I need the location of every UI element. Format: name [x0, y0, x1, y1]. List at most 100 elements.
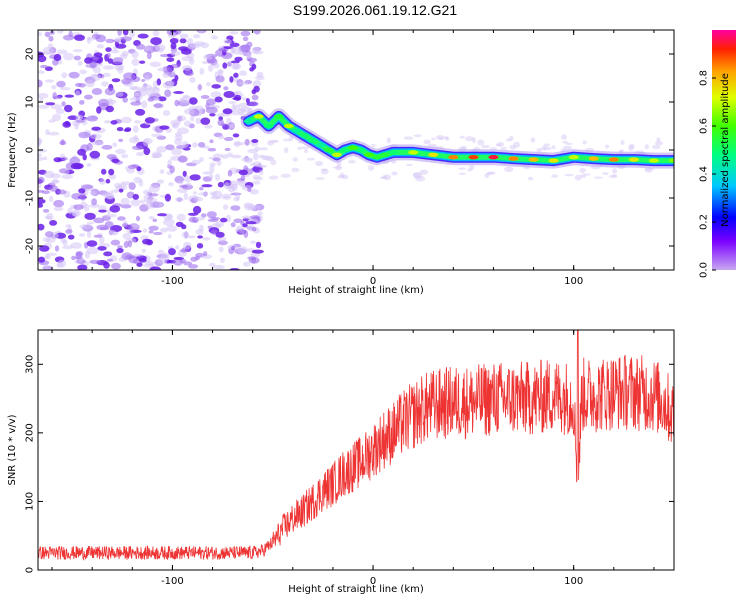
noise-blob — [79, 100, 85, 105]
noise-blob — [149, 266, 162, 270]
noise-blob — [121, 154, 129, 159]
noise-blob — [164, 193, 171, 202]
noise-blob — [477, 139, 485, 146]
noise-blob — [65, 229, 73, 234]
noise-blob — [192, 142, 198, 148]
noise-blob — [551, 145, 556, 150]
noise-blob — [141, 248, 146, 253]
chart-title: S199.2026.061.19.12.G21 — [292, 2, 458, 18]
noise-blob — [163, 218, 175, 227]
noise-blob — [604, 144, 610, 149]
noise-blob — [108, 168, 115, 176]
colorbar: 0.0 0.2 0.4 0.6 0.8 Normalized spectral ampl… — [699, 30, 736, 278]
noise-blob — [231, 154, 242, 159]
noise-blob — [182, 65, 193, 71]
noise-blob — [173, 258, 183, 266]
noise-blob — [175, 245, 180, 250]
noise-blob — [189, 174, 201, 181]
noise-blob — [152, 218, 158, 222]
noise-blob — [164, 89, 172, 98]
noise-blob — [121, 50, 129, 57]
noise-blob — [253, 30, 261, 35]
noise-blob — [221, 193, 232, 199]
noise-blob — [157, 213, 167, 217]
noise-blob — [260, 154, 268, 160]
noise-blob — [83, 203, 90, 212]
noise-blob — [116, 247, 124, 254]
noise-blob — [284, 147, 289, 154]
noise-blob — [419, 169, 429, 175]
noise-blob — [171, 31, 176, 38]
ridge-point — [628, 157, 639, 162]
noise-blob — [541, 145, 547, 151]
noise-blob — [224, 136, 234, 142]
noise-blob — [211, 229, 218, 235]
noise-blob — [115, 148, 126, 155]
noise-blob — [121, 78, 132, 85]
noise-blob — [200, 213, 207, 218]
noise-blob — [145, 201, 157, 209]
noise-blob — [268, 175, 279, 180]
noise-blob — [412, 172, 421, 178]
ridge-point — [372, 155, 383, 160]
ridge-point — [588, 156, 599, 161]
noise-blob — [238, 81, 249, 85]
noise-blob — [564, 173, 574, 177]
colorbar-gradient — [712, 30, 736, 270]
noise-blob — [62, 245, 74, 250]
noise-blob — [458, 172, 467, 175]
noise-blob — [157, 67, 168, 72]
ridge-point — [331, 152, 342, 157]
noise-blob — [209, 262, 216, 267]
noise-blob — [582, 140, 587, 145]
noise-blob — [120, 181, 131, 186]
noise-blob — [75, 90, 81, 97]
noise-blob — [166, 214, 173, 219]
noise-blob — [240, 30, 251, 37]
noise-blob — [44, 79, 55, 83]
noise-blob — [78, 188, 86, 194]
noise-blob — [69, 156, 81, 165]
x-tick-label: 100 — [564, 576, 583, 587]
noise-blob — [137, 33, 149, 39]
noise-blob — [217, 119, 224, 126]
noise-blob — [53, 199, 65, 208]
noise-blob — [101, 168, 107, 175]
ridge-point — [323, 147, 334, 153]
y-tick-label: 300 — [25, 355, 36, 374]
noise-blob — [43, 209, 50, 213]
noise-blob — [232, 62, 240, 70]
noise-blob — [111, 78, 121, 83]
noise-blob — [230, 205, 241, 211]
noise-blob — [233, 218, 243, 224]
noise-blob — [120, 197, 130, 206]
noise-blob — [584, 173, 591, 176]
noise-blob — [75, 114, 84, 121]
noise-blob — [184, 70, 194, 77]
noise-blob — [179, 184, 189, 189]
noise-blob — [71, 211, 79, 217]
noise-blob — [602, 172, 609, 176]
noise-blob — [46, 236, 56, 243]
noise-blob — [252, 161, 262, 167]
noise-blob — [251, 139, 259, 143]
ridge-point — [348, 145, 358, 150]
noise-blob — [38, 256, 45, 263]
noise-blob — [536, 147, 543, 153]
noise-blob — [423, 139, 432, 145]
noise-blob — [255, 241, 262, 249]
noise-blob — [170, 42, 177, 50]
noise-blob — [38, 153, 43, 157]
noise-blob — [132, 125, 139, 133]
noise-blob — [159, 125, 170, 130]
noise-blob — [202, 60, 208, 65]
noise-blob — [162, 110, 171, 116]
noise-blob — [129, 97, 140, 101]
noise-blob — [203, 251, 208, 257]
noise-blob — [110, 189, 120, 193]
noise-blob — [206, 82, 211, 87]
noise-blob — [496, 142, 505, 147]
ridge-point — [528, 157, 539, 162]
noise-blob — [655, 141, 664, 146]
noise-blob — [252, 80, 262, 88]
